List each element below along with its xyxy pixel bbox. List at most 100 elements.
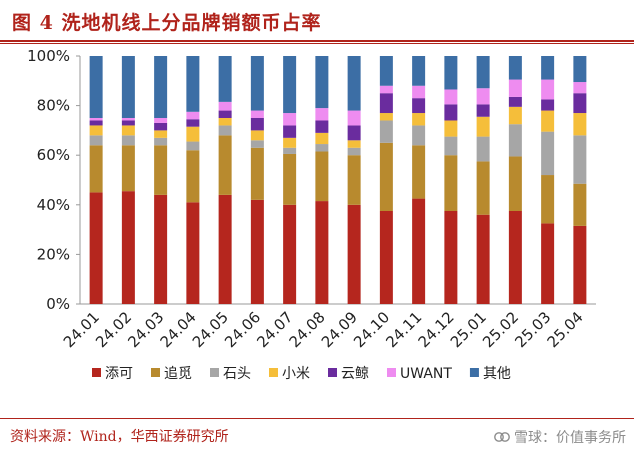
bar-segment bbox=[218, 101, 232, 111]
legend-swatch bbox=[269, 368, 278, 377]
bar-segment bbox=[379, 93, 393, 114]
bar-segment bbox=[573, 82, 587, 94]
bar-segment bbox=[379, 211, 393, 304]
x-tick-label: 24.08 bbox=[286, 308, 329, 351]
bar-segment bbox=[476, 116, 490, 137]
legend-swatch bbox=[92, 368, 101, 377]
bar-segment bbox=[186, 150, 200, 203]
bar-segment bbox=[508, 124, 522, 157]
snowball-logo-icon bbox=[494, 432, 510, 442]
x-tick-label: 24.05 bbox=[189, 308, 232, 351]
bar-segment bbox=[121, 145, 135, 192]
bar-segment bbox=[186, 111, 200, 120]
bar-segment bbox=[573, 56, 587, 83]
bar-segment bbox=[186, 56, 200, 112]
bar-segment bbox=[218, 194, 232, 304]
bar-segment bbox=[444, 211, 458, 304]
source-note: 资料来源：Wind，华西证券研究所 bbox=[10, 429, 229, 445]
bar-segment bbox=[89, 120, 103, 126]
bar-segment bbox=[315, 120, 329, 133]
y-tick-label: 80% bbox=[37, 97, 70, 115]
bar-segment bbox=[154, 118, 168, 123]
bar-segment bbox=[412, 56, 426, 86]
bar-segment bbox=[573, 225, 587, 304]
bar-segment bbox=[250, 130, 264, 141]
bar-segment bbox=[541, 99, 555, 111]
bar-segment bbox=[379, 113, 393, 121]
legend-label: 云鲸 bbox=[341, 366, 369, 382]
bars bbox=[89, 56, 587, 304]
figure-title: 图 4 洗地机线上分品牌销额币占率 bbox=[12, 12, 322, 34]
bar-segment bbox=[347, 56, 361, 111]
bar-segment bbox=[89, 145, 103, 193]
bar-segment bbox=[508, 96, 522, 107]
bar-segment bbox=[121, 191, 135, 304]
y-tick-label: 60% bbox=[37, 146, 70, 164]
bar-segment bbox=[379, 120, 393, 143]
y-tick-label: 0% bbox=[46, 295, 70, 313]
legend-swatch bbox=[328, 368, 337, 377]
header-rule-thin bbox=[0, 43, 634, 44]
bar-segment bbox=[508, 79, 522, 97]
bar-segment bbox=[154, 145, 168, 195]
bar-segment bbox=[379, 85, 393, 94]
bar-segment bbox=[89, 125, 103, 136]
legend-label: 小米 bbox=[282, 366, 310, 382]
bar-segment bbox=[154, 194, 168, 304]
bar-segment bbox=[476, 136, 490, 162]
x-tick-label: 25.03 bbox=[511, 308, 554, 351]
legend-label: 添可 bbox=[105, 366, 133, 382]
x-tick-label: 24.04 bbox=[157, 308, 200, 351]
bar-segment bbox=[444, 155, 458, 211]
header-rule bbox=[0, 40, 634, 42]
bar-segment bbox=[250, 147, 264, 200]
bar-segment bbox=[541, 131, 555, 176]
bar-segment bbox=[412, 125, 426, 146]
bar-segment bbox=[283, 56, 297, 114]
bar-segment bbox=[541, 223, 555, 304]
x-tick-label: 24.02 bbox=[92, 308, 135, 351]
x-tick-label: 25.02 bbox=[479, 308, 522, 351]
y-tick-label: 20% bbox=[37, 245, 70, 263]
bar-segment bbox=[508, 56, 522, 80]
bar-segment bbox=[508, 106, 522, 125]
bar-segment bbox=[347, 147, 361, 156]
bar-segment bbox=[573, 183, 587, 226]
x-tick-label: 24.06 bbox=[221, 308, 264, 351]
bar-segment bbox=[315, 132, 329, 145]
legend-swatch bbox=[387, 368, 396, 377]
bar-segment bbox=[444, 120, 458, 137]
bar-segment bbox=[476, 104, 490, 117]
bar-segment bbox=[121, 120, 135, 126]
bar-segment bbox=[379, 56, 393, 86]
bar-segment bbox=[283, 147, 297, 154]
legend: 添可 追觅 石头 小米 云鲸 UWANT 其他 bbox=[92, 366, 511, 382]
bar-segment bbox=[541, 79, 555, 100]
legend-label: 追觅 bbox=[164, 366, 192, 382]
bar-segment bbox=[218, 110, 232, 118]
bar-segment bbox=[347, 155, 361, 205]
legend-label: 石头 bbox=[223, 366, 251, 382]
bar-segment bbox=[218, 118, 232, 126]
watermark: 雪球：价值事务所 bbox=[494, 427, 626, 447]
bar-segment bbox=[186, 202, 200, 304]
x-tick-label: 25.01 bbox=[447, 308, 490, 351]
bar-segment bbox=[89, 56, 103, 118]
bar-segment bbox=[250, 140, 264, 148]
bar-segment bbox=[250, 199, 264, 304]
bar-segment bbox=[412, 198, 426, 304]
bar-segment bbox=[154, 137, 168, 146]
x-tick-label: 24.12 bbox=[415, 308, 458, 351]
bar-segment bbox=[412, 113, 426, 126]
bar-segment bbox=[154, 130, 168, 138]
x-tick-label: 24.10 bbox=[350, 308, 393, 351]
bar-segment bbox=[347, 140, 361, 148]
legend-label: 其他 bbox=[483, 366, 511, 382]
bar-segment bbox=[283, 125, 297, 138]
bar-segment bbox=[218, 135, 232, 195]
bar-segment bbox=[412, 98, 426, 114]
footer-rule bbox=[0, 418, 634, 419]
bar-segment bbox=[186, 141, 200, 151]
x-tick-label: 24.07 bbox=[253, 308, 296, 351]
bar-segment bbox=[121, 118, 135, 121]
